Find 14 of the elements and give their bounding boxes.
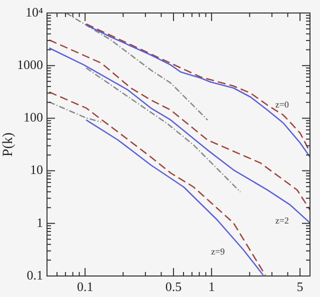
y-tick-label: 10 [30,162,43,178]
annotation: z=2 [275,215,289,226]
y-axis-title: P(k) [1,132,16,157]
x-tick-label: 0.5 [165,279,182,294]
annotation: z=0 [275,99,290,110]
y-tick-label: 0.1 [26,267,43,282]
y-tick-label: 1 [36,214,43,230]
x-tick-label: 0.1 [76,279,94,294]
x-tick-label: 5 [296,279,304,294]
y-tick-label: 1000 [17,57,43,72]
annotation: z=9 [211,246,226,256]
x-tick-label: 1 [208,279,215,294]
y-tick-label: 100 [24,110,43,125]
y-tick-label: 10⁴ [25,4,44,20]
